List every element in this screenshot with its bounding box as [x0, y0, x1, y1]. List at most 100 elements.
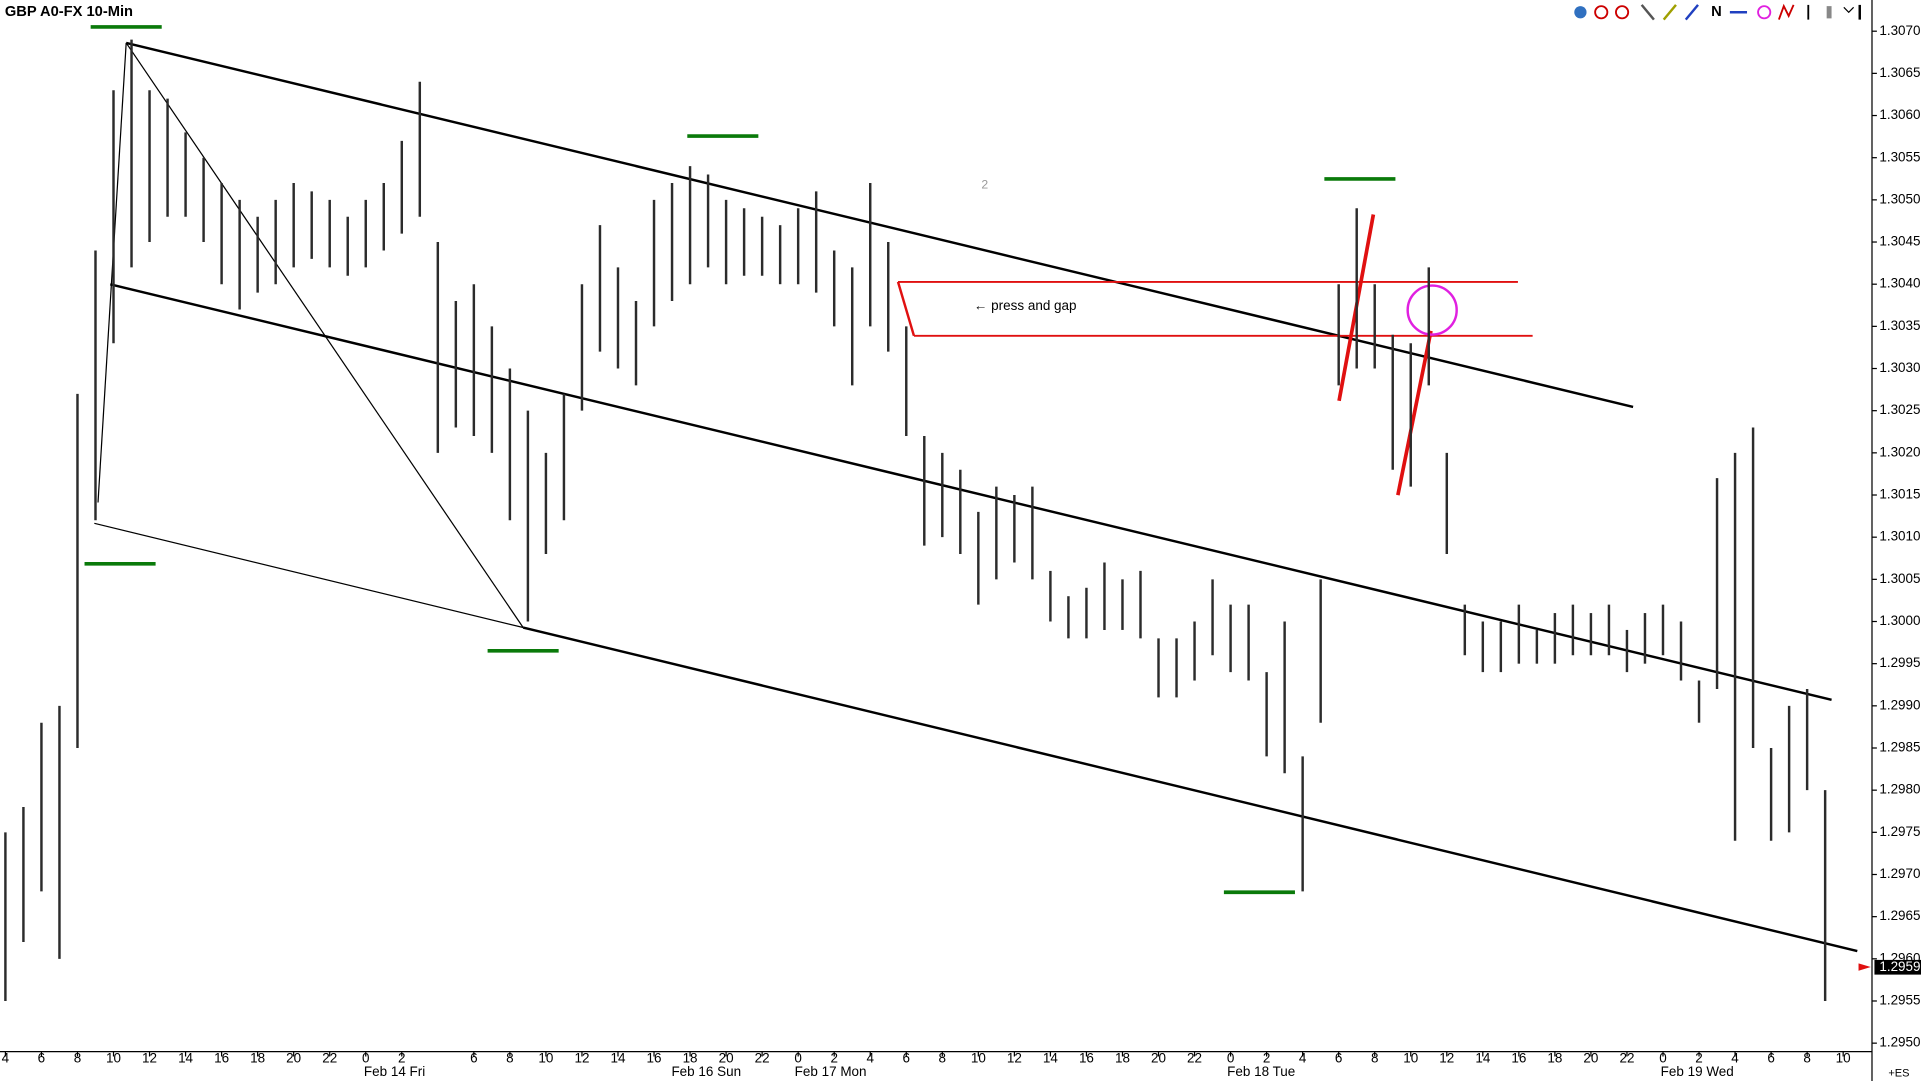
x-tick-label: 2 — [1263, 1050, 1270, 1065]
y-tick-label: 1.3030 — [1879, 360, 1920, 375]
tool-icon[interactable] — [1843, 6, 1855, 14]
x-tick-label: 0 — [362, 1050, 369, 1065]
x-tick-label: 4 — [866, 1050, 874, 1065]
y-tick-label: 1.2955 — [1879, 993, 1920, 1008]
y-tick-label: 1.2980 — [1879, 782, 1920, 797]
x-tick-label: 12 — [1439, 1050, 1454, 1065]
y-tick-label: 1.3050 — [1879, 191, 1920, 206]
date-label: Feb 18 Tue — [1227, 1064, 1295, 1079]
annotation: 2 — [981, 177, 988, 191]
x-tick-label: 18 — [683, 1050, 698, 1065]
y-tick-label: 1.3055 — [1879, 149, 1920, 164]
x-tick-label: 16 — [1079, 1050, 1094, 1065]
y-tick-label: 1.3000 — [1879, 613, 1920, 628]
x-tick-label: 10 — [538, 1050, 553, 1065]
x-tick-label: 8 — [1371, 1050, 1378, 1065]
x-tick-label: 22 — [322, 1050, 337, 1065]
x-tick-label: 10 — [1836, 1050, 1851, 1065]
x-tick-label: 6 — [38, 1050, 45, 1065]
x-tick-label: 14 — [1475, 1050, 1490, 1065]
channel-upper — [125, 41, 1634, 409]
y-tick-label: 1.3070 — [1879, 23, 1920, 38]
annotation: ← press and gap — [974, 298, 1077, 313]
price-bars — [4, 39, 1827, 1001]
tool-icon[interactable] — [1757, 5, 1772, 20]
x-tick-label: 6 — [470, 1050, 477, 1065]
y-tick-label: 1.3035 — [1879, 318, 1920, 333]
x-tick-label: 0 — [1659, 1050, 1666, 1065]
x-tick-label: 2 — [1695, 1050, 1702, 1065]
tool-icon[interactable] — [1615, 5, 1630, 20]
footer-text: +ES — [1888, 1068, 1909, 1080]
thin-line — [125, 42, 524, 628]
x-tick-label: 16 — [1511, 1050, 1526, 1065]
last-price-label: 1.2959 — [1879, 959, 1920, 974]
x-tick-label: 12 — [1007, 1050, 1022, 1065]
thin-line — [97, 42, 127, 503]
x-tick-label: 8 — [506, 1050, 513, 1065]
highlight-circle — [1406, 284, 1458, 336]
tool-icon[interactable] — [1594, 5, 1609, 20]
x-tick-label: 8 — [939, 1050, 946, 1065]
x-tick-label: 6 — [903, 1050, 910, 1065]
y-tick-label: 1.2975 — [1879, 824, 1920, 839]
x-tick-label: 12 — [142, 1050, 157, 1065]
red-stroke — [1396, 330, 1433, 496]
y-tick-label: 1.2985 — [1879, 740, 1920, 755]
x-tick-label: 20 — [1151, 1050, 1166, 1065]
x-tick-label: 20 — [286, 1050, 301, 1065]
x-tick-label: 8 — [74, 1050, 81, 1065]
chart-title: GBP A0-FX 10-Min — [5, 4, 133, 20]
x-tick-label: 4 — [2, 1050, 10, 1065]
x-tick-label: 22 — [1619, 1050, 1634, 1065]
tool-icon[interactable] — [1574, 6, 1587, 19]
toolbar: N — [1574, 3, 1861, 21]
thin-line — [94, 522, 524, 629]
x-tick-label: 6 — [1767, 1050, 1774, 1065]
y-tick-label: 1.3040 — [1879, 276, 1920, 291]
x-tick-label: 14 — [1043, 1050, 1058, 1065]
x-tick-label: 0 — [1227, 1050, 1234, 1065]
date-label: Feb 19 Wed — [1661, 1064, 1734, 1079]
tool-icon[interactable] — [1778, 3, 1795, 20]
date-label: Feb 17 Mon — [795, 1064, 867, 1079]
date-label: Feb 14 Fri — [364, 1064, 425, 1079]
x-tick-label: 16 — [647, 1050, 662, 1065]
x-tick-label: 4 — [1731, 1050, 1739, 1065]
y-tick-label: 1.3020 — [1879, 444, 1920, 459]
x-tick-label: 20 — [719, 1050, 734, 1065]
green-levels — [84, 25, 1396, 895]
y-tick-label: 1.3025 — [1879, 402, 1920, 417]
x-tick-label: 2 — [398, 1050, 405, 1065]
y-tick-label: 1.3015 — [1879, 487, 1920, 502]
x-tick-label: 2 — [830, 1050, 837, 1065]
y-tick-label: 1.3010 — [1879, 529, 1920, 544]
tool-icon[interactable]: N — [1711, 4, 1722, 20]
x-tick-label: 10 — [971, 1050, 986, 1065]
date-label: Feb 16 Sun — [671, 1064, 741, 1079]
x-tick-label: 18 — [250, 1050, 265, 1065]
tool-icon[interactable] — [1640, 4, 1655, 21]
x-tick-label: 22 — [1187, 1050, 1202, 1065]
x-tick-label: 10 — [1403, 1050, 1418, 1065]
drawings — [94, 41, 1858, 953]
gap-side — [896, 281, 916, 337]
x-tick-label: 4 — [1299, 1050, 1307, 1065]
y-tick-label: 1.3045 — [1879, 234, 1920, 249]
tool-icon[interactable] — [1662, 4, 1677, 21]
x-tick-label: 0 — [794, 1050, 801, 1065]
x-tick-label: 16 — [214, 1050, 229, 1065]
x-tick-label: 12 — [574, 1050, 589, 1065]
tool-icon[interactable] — [1826, 6, 1832, 19]
y-tick-label: 1.3060 — [1879, 107, 1920, 122]
x-tick-label: 10 — [106, 1050, 121, 1065]
y-tick-label: 1.2950 — [1879, 1035, 1920, 1050]
x-tick-label: 8 — [1803, 1050, 1810, 1065]
y-tick-label: 1.3065 — [1879, 65, 1920, 80]
x-tick-label: 18 — [1115, 1050, 1130, 1065]
tool-icon[interactable] — [1684, 4, 1699, 21]
channel-middle — [109, 283, 1832, 702]
y-tick-label: 1.3005 — [1879, 571, 1920, 586]
